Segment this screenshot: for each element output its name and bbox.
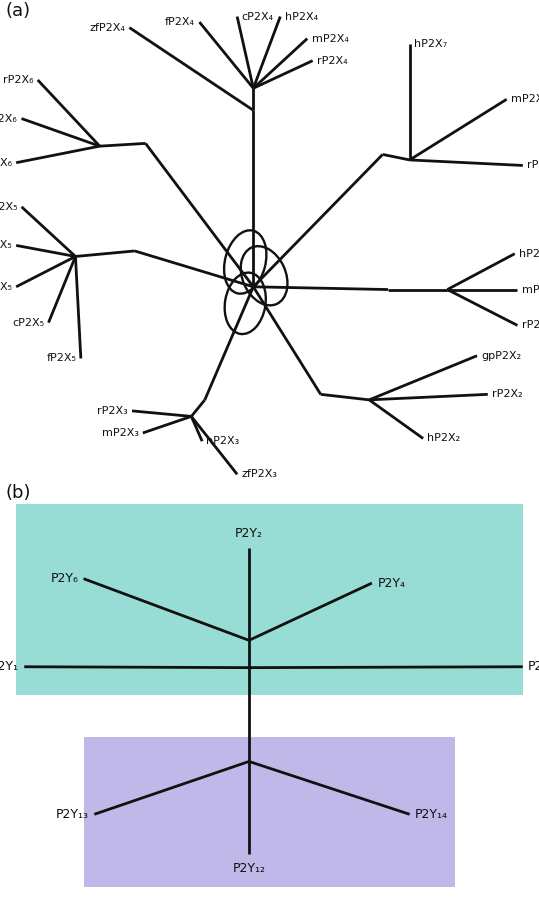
Text: cP2X₅: cP2X₅	[12, 317, 44, 327]
Text: zfP2X₄: zfP2X₄	[89, 23, 125, 33]
Text: hP2X₁: hP2X₁	[519, 249, 539, 259]
Text: hP2X₅: hP2X₅	[0, 282, 12, 292]
Text: P2Y₂: P2Y₂	[235, 527, 263, 540]
Text: hP2X₄: hP2X₄	[285, 12, 317, 22]
Text: mP2X₆: mP2X₆	[0, 114, 17, 124]
Text: P2Y₁₁: P2Y₁₁	[528, 660, 539, 674]
Text: mP2X₃: mP2X₃	[101, 428, 139, 438]
Text: rP2X₄: rP2X₄	[317, 55, 348, 65]
Bar	[84, 737, 455, 887]
Text: (a): (a)	[5, 3, 31, 21]
Text: hP2X₇: hP2X₇	[414, 39, 447, 49]
Text: mP2X₁: mP2X₁	[522, 285, 539, 295]
Text: P2Y₁₄: P2Y₁₄	[415, 808, 448, 821]
Text: hP2X₂: hP2X₂	[427, 434, 460, 444]
Text: zfP2X₃: zfP2X₃	[241, 469, 278, 479]
Text: P2Y₄: P2Y₄	[377, 576, 405, 590]
Text: P2Y₁₂: P2Y₁₂	[232, 862, 266, 874]
Text: rP2X₅: rP2X₅	[0, 202, 17, 212]
Text: hP2X₆: hP2X₆	[0, 157, 12, 167]
Text: rP2X₂: rP2X₂	[492, 389, 523, 399]
Text: mP2X₅: mP2X₅	[0, 240, 12, 251]
Text: P2Y₆: P2Y₆	[50, 572, 78, 585]
Text: mP2X₇: mP2X₇	[511, 95, 539, 105]
Text: P2Y₁₃: P2Y₁₃	[56, 808, 89, 821]
Text: hP2X₃: hP2X₃	[206, 436, 240, 446]
Text: P2Y₁: P2Y₁	[0, 660, 19, 674]
Text: rP2X₁: rP2X₁	[522, 320, 539, 330]
Text: mP2X₄: mP2X₄	[312, 34, 348, 44]
Text: fP2X₅: fP2X₅	[47, 354, 77, 364]
Text: cP2X₄: cP2X₄	[241, 12, 274, 22]
Text: fP2X₄: fP2X₄	[165, 17, 195, 27]
Text: gpP2X₂: gpP2X₂	[481, 351, 521, 361]
Text: rP2X₆: rP2X₆	[3, 75, 33, 85]
Bar	[16, 504, 523, 695]
Text: rP2X₃: rP2X₃	[97, 406, 128, 416]
Text: rP2X₇: rP2X₇	[527, 161, 539, 171]
Text: (b): (b)	[5, 484, 31, 502]
